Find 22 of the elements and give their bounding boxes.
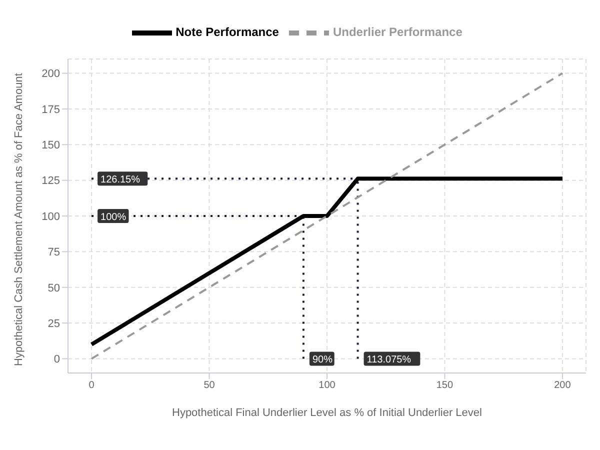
ref-line-label: 126.15% — [100, 174, 140, 186]
y-tick-label: 175 — [42, 104, 60, 116]
ref-line-label: 113.075% — [366, 354, 412, 366]
y-tick-label: 50 — [48, 282, 60, 294]
x-tick-label: 150 — [436, 380, 454, 392]
legend-label: Note Performance — [176, 25, 279, 40]
y-tick-label: 25 — [48, 318, 60, 330]
ref-line-label: 90% — [312, 354, 333, 366]
y-tick-label: 200 — [42, 68, 60, 80]
y-tick-label: 100 — [42, 210, 60, 223]
y-tick-label: 150 — [42, 140, 60, 152]
x-tick-label: 50 — [204, 380, 216, 392]
x-tick-label: 0 — [88, 380, 95, 392]
y-tick-label: 125 — [42, 175, 60, 188]
x-tick-label: 200 — [554, 380, 572, 392]
x-tick-label: 100 — [318, 380, 336, 392]
y-tick-label: 75 — [48, 246, 60, 259]
legend-label: Underlier Performance — [332, 25, 462, 40]
y-axis-title: Hypothetical Cash Settlement Amount as % of Face Amount — [12, 73, 25, 366]
y-tick-label: 0 — [54, 354, 60, 366]
ref-line-label: 100% — [100, 212, 126, 223]
x-axis-title: Hypothetical Final Underlier Level as % of Initial Underlier Level — [172, 407, 482, 419]
